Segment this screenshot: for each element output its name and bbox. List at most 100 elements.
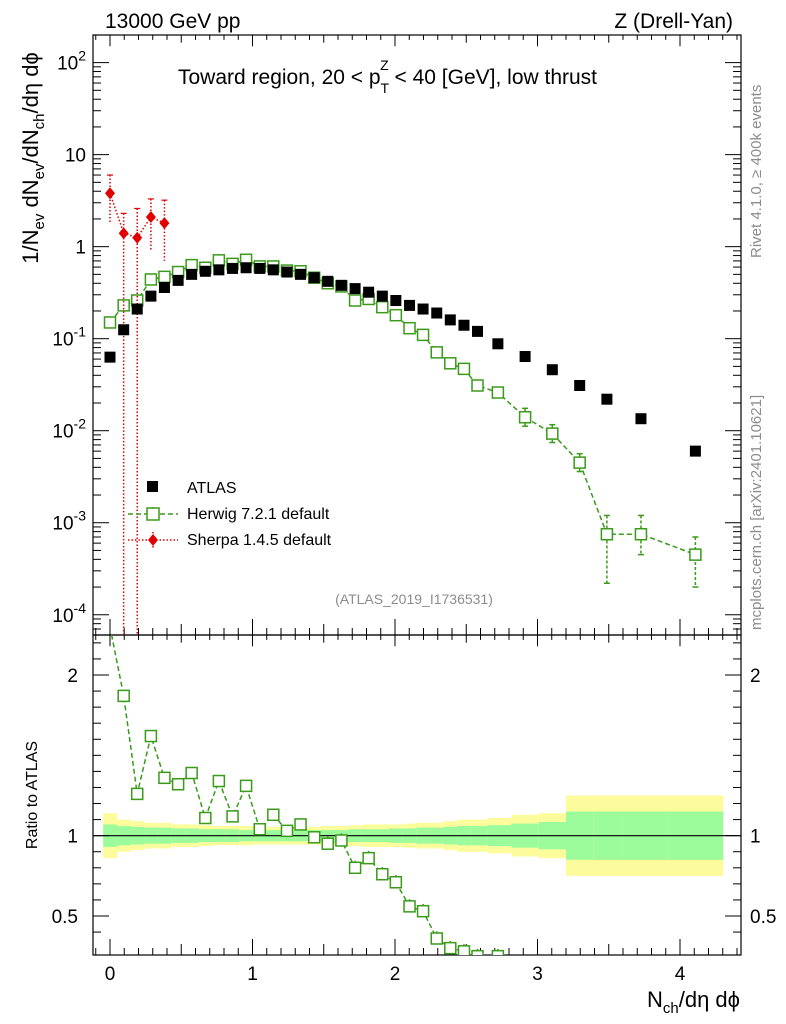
atlas-point [213,264,225,276]
sherpa-point [105,187,115,200]
ratio-herwig-point [321,837,334,850]
atlas-point [635,413,647,425]
x-tick-label: 2 [390,964,401,985]
legend-herwig-label: Herwig 7.2.1 default [187,506,330,523]
y-axis-label: 1/Nev dNev/dNch/dη dϕ [18,52,48,264]
ratio-tick-label-right: 1 [750,827,761,848]
ratio-herwig-point [520,959,531,970]
atlas-point [444,314,456,326]
ratio-herwig-point [144,729,158,743]
ratio-inner [110,635,531,970]
atlas-point [186,268,198,280]
atlas-point [118,324,130,336]
atlas-point [417,303,429,315]
ratio-herwig-point [471,949,484,955]
ratio-tick-label: 2 [67,666,78,687]
ratio-herwig-point [307,831,321,844]
legend-atlas-label: ATLAS [187,480,237,497]
atlas-point [172,274,184,286]
ratio-herwig-point [253,822,267,836]
herwig-point [518,411,532,424]
legend-herwig-marker [146,507,160,521]
ratio-herwig-point [158,771,171,785]
atlas-point [227,262,239,274]
atlas-point [131,303,143,315]
y-tick-label: 1 [75,238,86,259]
y-tick-label: 10 [65,146,86,167]
atlas-point [472,325,484,337]
tick-labels: 0 1 2 3 4 10-4 10-3 10-2 10-1 1 10 102 0.5 0.5 1 1 2 2 [52,48,777,985]
analysis-id: (ATLAS_2019_I1736531) [335,591,493,607]
atlas-point [546,364,558,376]
atlas-point [390,294,402,306]
herwig-point [430,346,444,359]
ratio-herwig-point [362,851,375,865]
ratio-herwig-point [444,941,457,955]
ratio-herwig-point [212,774,226,788]
atlas-point [574,379,586,391]
ratio-herwig-point [185,766,198,780]
y-tick-label: 10-3 [52,508,86,535]
herwig-point [403,321,416,335]
legend: ATLAS Herwig 7.2.1 default Sherpa 1.4.5 … [128,480,332,549]
x-tick-label: 0 [105,964,116,985]
atlas-point [322,275,334,287]
legend-atlas-marker [147,481,158,492]
ratio-herwig-point [294,818,307,831]
x-axis-label: Nch/dη dϕ [647,987,740,1017]
ratio-herwig-point [226,810,239,823]
ratio-herwig-point [389,876,403,889]
ratio-tick-label: 0.5 [52,907,78,928]
ratio-herwig-point [267,808,280,822]
herwig-point [416,328,430,342]
herwig-point [573,456,586,469]
atlas-point [458,319,470,331]
ratio-herwig-point [280,824,294,838]
atlas-point [281,266,293,278]
herwig-point [491,386,505,399]
ratio-y-axis-label: Ratio to ATLAS [24,741,41,849]
herwig-point [348,294,362,307]
ratio-herwig-point [117,689,130,703]
ratio-herwig-point [430,932,444,945]
atlas-point [104,351,116,363]
herwig-point [144,273,158,286]
atlas-point [145,290,157,302]
atlas-point [254,262,266,274]
ratio-herwig-point [335,834,348,847]
y-tick-label: 102 [57,48,86,75]
herwig-point [600,527,614,541]
atlas-point [601,393,613,405]
ratio-herwig-point [171,778,185,791]
sherpa-point [145,211,156,224]
plot-frames [92,34,742,956]
mcplots-label: mcplots.cern.ch [arXiv:2401.10621] [748,395,765,630]
sherpa-series [105,174,170,635]
ratio-herwig-point [130,787,144,801]
atlas-point [158,281,170,293]
atlas-point [492,338,504,350]
herwig-point [103,316,117,329]
header-right: Z (Drell-Yan) [614,10,733,33]
ratio-tick-label-right: 0.5 [750,907,776,928]
sherpa-point [159,217,170,230]
x-tick-label: 1 [247,964,258,985]
atlas-point [199,265,211,277]
herwig-point [634,527,648,541]
herwig-point [444,357,457,370]
ratio-tick-label: 1 [67,827,78,848]
atlas-point [689,445,701,457]
herwig-point [389,308,403,322]
ratio-herwig-point [403,900,416,913]
atlas-point [240,262,252,274]
ratio-frame [92,634,742,956]
ratio-herwig-point [376,867,389,881]
herwig-point [471,379,484,392]
atlas-point [295,268,307,280]
atlas-point [267,264,279,276]
herwig-point [158,270,171,284]
atlas-point [335,279,347,291]
herwig-point [546,427,559,440]
legend-sherpa-label: Sherpa 1.4.5 default [187,532,332,549]
herwig-point [689,548,702,561]
